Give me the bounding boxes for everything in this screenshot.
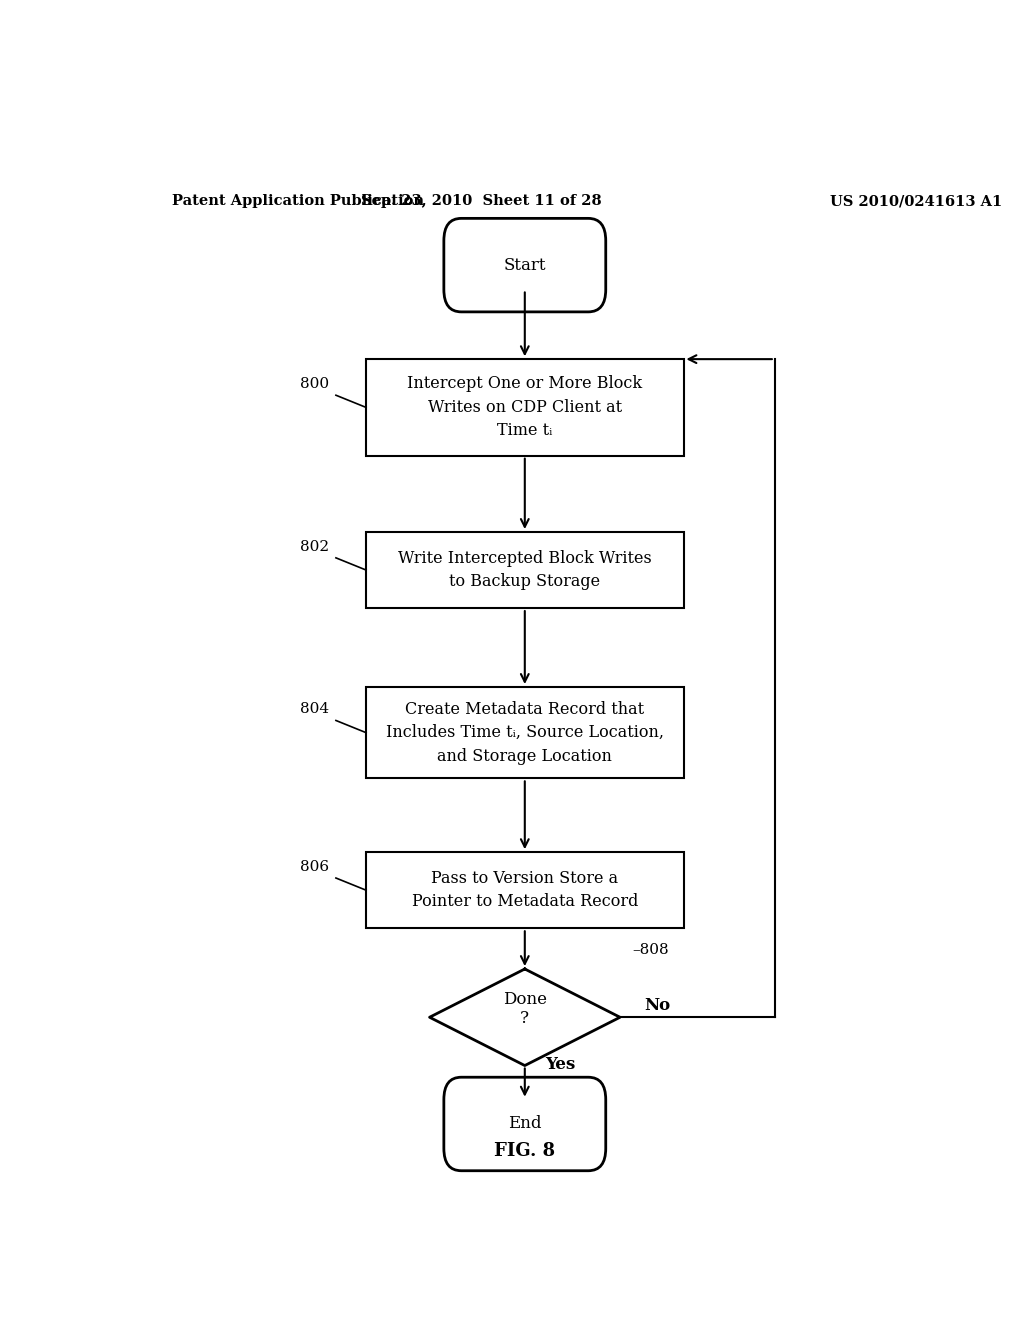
Bar (367, 853, 684, 928)
Text: Sep. 23, 2010  Sheet 11 of 28: Sep. 23, 2010 Sheet 11 of 28 (360, 194, 601, 209)
Text: 802: 802 (300, 540, 330, 554)
FancyBboxPatch shape (443, 1077, 606, 1171)
Text: Start: Start (504, 256, 546, 273)
Text: US 2010/0241613 A1: US 2010/0241613 A1 (830, 194, 1002, 209)
Text: 804: 804 (300, 702, 330, 717)
Text: Patent Application Publication: Patent Application Publication (172, 194, 424, 209)
Text: End: End (508, 1115, 542, 1133)
Bar (367, 359, 684, 455)
Polygon shape (430, 969, 620, 1065)
Text: Create Metadata Record that
Includes Time tᵢ, Source Location,
and Storage Locat: Create Metadata Record that Includes Tim… (386, 701, 664, 764)
Text: Intercept One or More Block
Writes on CDP Client at
Time tᵢ: Intercept One or More Block Writes on CD… (408, 375, 642, 440)
Text: –808: –808 (632, 942, 669, 957)
Bar (367, 532, 684, 609)
Text: Yes: Yes (545, 1056, 574, 1073)
Text: Done
?: Done ? (503, 991, 547, 1027)
Text: 800: 800 (300, 378, 330, 391)
Text: 806: 806 (300, 859, 330, 874)
Text: FIG. 8: FIG. 8 (495, 1142, 555, 1159)
FancyBboxPatch shape (443, 218, 606, 312)
Text: Write Intercepted Block Writes
to Backup Storage: Write Intercepted Block Writes to Backup… (398, 550, 651, 590)
Bar (367, 686, 684, 779)
Text: Pass to Version Store a
Pointer to Metadata Record: Pass to Version Store a Pointer to Metad… (412, 870, 638, 911)
Text: No: No (644, 997, 670, 1014)
